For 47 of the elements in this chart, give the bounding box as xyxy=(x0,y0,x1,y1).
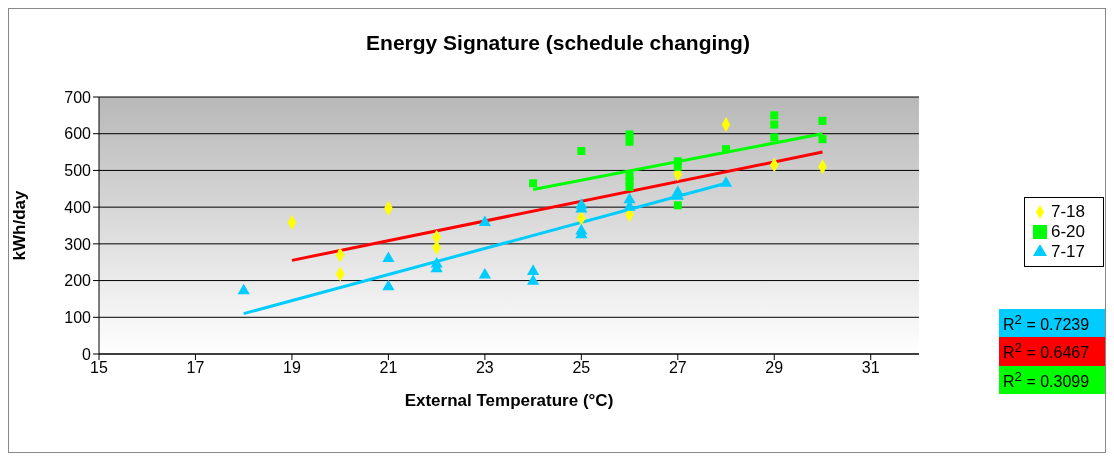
x-tick-label: 21 xyxy=(379,359,398,377)
x-tick-label: 31 xyxy=(861,359,880,377)
x-tick-label: 25 xyxy=(572,359,591,377)
point xyxy=(722,145,731,154)
y-tick-label: 200 xyxy=(64,272,92,290)
point xyxy=(529,179,538,188)
point xyxy=(673,201,682,210)
y-tick-label: 700 xyxy=(64,88,92,106)
y-axis-title: kWh/day xyxy=(10,190,30,261)
point xyxy=(527,274,540,285)
y-tick-label: 300 xyxy=(64,235,92,253)
point xyxy=(818,116,827,125)
point xyxy=(770,111,779,120)
text: R$^{2}$ = 0.6467 xyxy=(999,337,1105,366)
text: R$^{2}$ = 0.7239 xyxy=(999,309,1105,338)
x-tick-label: 23 xyxy=(475,359,494,377)
text: R$^{2}$ = 0.3099 xyxy=(999,365,1105,394)
point xyxy=(625,137,634,146)
y-tick-label: 100 xyxy=(64,308,92,326)
point xyxy=(478,268,491,279)
point xyxy=(237,283,250,295)
x-axis-title: External Temperature (°C) xyxy=(404,391,614,410)
point xyxy=(770,120,779,129)
point xyxy=(625,130,634,139)
legend-label: 6-20 xyxy=(1050,221,1085,241)
point xyxy=(673,162,682,171)
x-tick-label: 15 xyxy=(90,359,108,377)
legend-label: 7-17 xyxy=(1050,241,1085,261)
chart-title: Energy Signature (schedule changing) xyxy=(365,31,751,55)
point xyxy=(382,279,395,291)
point xyxy=(382,251,395,263)
point xyxy=(527,264,540,275)
y-tick-label: 600 xyxy=(64,125,92,143)
x-tick-label: 19 xyxy=(283,359,301,377)
x-tick-label: 29 xyxy=(765,359,784,377)
point xyxy=(625,182,634,191)
y-tick-label: 500 xyxy=(64,162,92,180)
point xyxy=(770,133,779,142)
legend-label: 7-18 xyxy=(1050,201,1085,221)
x-tick-label: 27 xyxy=(668,359,687,377)
point xyxy=(478,215,491,227)
y-tick-label: 0 xyxy=(82,345,92,363)
point xyxy=(818,135,827,144)
y-tick-label: 400 xyxy=(64,198,92,216)
point xyxy=(719,176,733,187)
x-tick-label: 17 xyxy=(186,359,205,377)
point xyxy=(577,146,586,155)
